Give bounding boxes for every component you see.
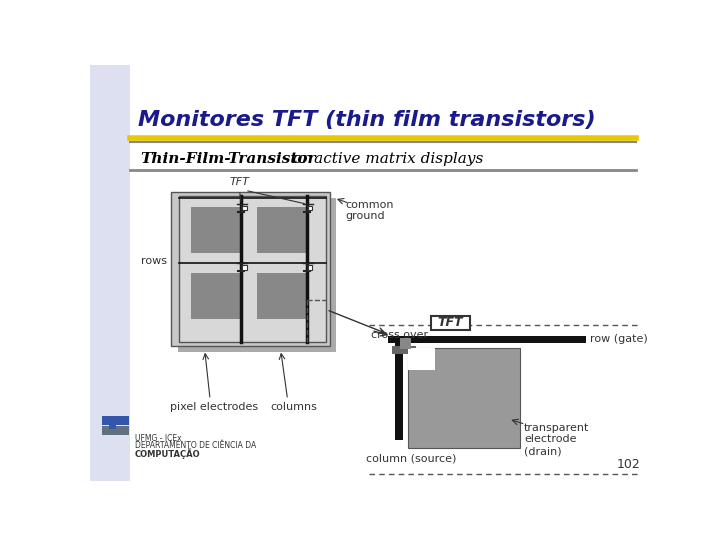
Text: row (gate): row (gate) — [590, 334, 647, 345]
Bar — [171, 192, 330, 346]
Text: TFT: TFT — [438, 316, 463, 329]
Bar — [90, 65, 130, 481]
Text: 102: 102 — [616, 457, 640, 470]
Text: UFMG - ICEx: UFMG - ICEx — [135, 434, 181, 443]
Bar — [388, 336, 586, 343]
Bar — [256, 273, 307, 319]
Text: or active matrix displays: or active matrix displays — [287, 152, 483, 166]
FancyArrow shape — [109, 421, 117, 429]
Text: column (source): column (source) — [366, 454, 456, 464]
Bar — [242, 265, 246, 269]
Bar — [408, 348, 435, 370]
Text: pixel electrodes: pixel electrodes — [170, 402, 258, 412]
Bar — [179, 195, 326, 342]
Bar — [242, 206, 246, 211]
FancyArrow shape — [114, 426, 129, 435]
Bar — [395, 340, 403, 440]
Bar — [307, 265, 312, 269]
Bar — [431, 316, 469, 330]
Text: transparent
electrode
(drain): transparent electrode (drain) — [524, 423, 590, 456]
FancyArrow shape — [102, 426, 116, 435]
Text: cross over: cross over — [372, 330, 428, 340]
Bar — [191, 207, 241, 253]
Bar — [191, 273, 241, 319]
Bar — [307, 206, 312, 211]
Bar — [392, 346, 415, 354]
Text: rows: rows — [142, 256, 168, 266]
Text: COMPUTAÇÃO: COMPUTAÇÃO — [135, 448, 201, 459]
Text: DEPARTAMENTO DE CIÊNCIA DA: DEPARTAMENTO DE CIÊNCIA DA — [135, 441, 256, 450]
Text: TFT: TFT — [230, 177, 250, 187]
FancyArrow shape — [102, 416, 116, 425]
Bar — [178, 198, 336, 352]
Bar — [408, 348, 520, 448]
FancyArrow shape — [114, 416, 129, 425]
Text: columns: columns — [271, 402, 318, 412]
Text: common
ground: common ground — [346, 200, 395, 221]
Text: Thin-Film-Transistor: Thin-Film-Transistor — [140, 152, 316, 166]
Text: Monitores TFT (thin film transistors): Monitores TFT (thin film transistors) — [138, 110, 595, 130]
Bar — [256, 207, 307, 253]
Bar — [400, 338, 411, 349]
